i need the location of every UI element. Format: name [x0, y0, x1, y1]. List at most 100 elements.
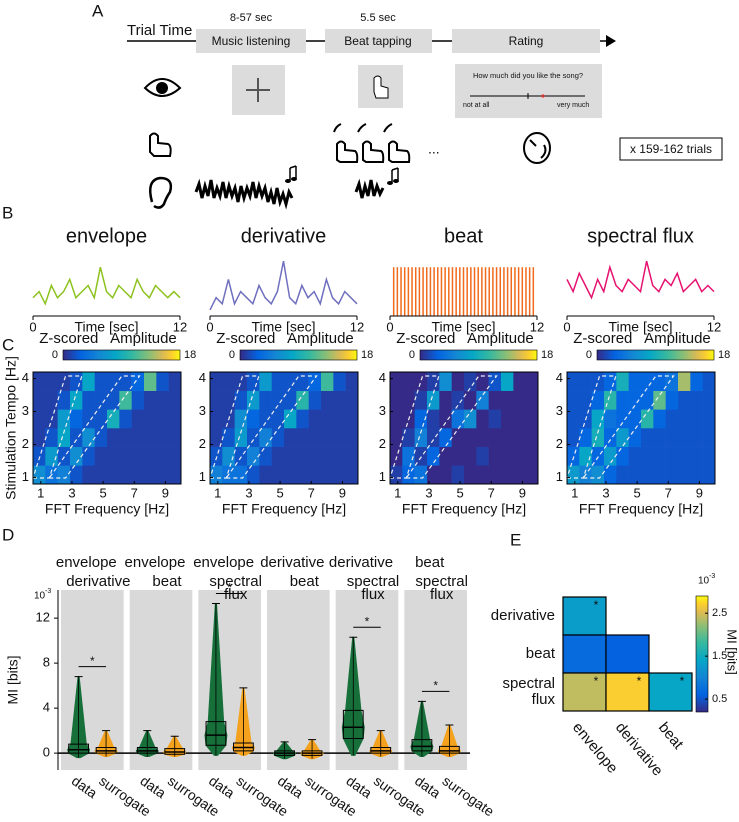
heat-cell — [94, 465, 108, 485]
heat-cell — [702, 372, 716, 391]
colorbar-tick-label: 0 — [52, 349, 58, 361]
heat-cell — [308, 390, 322, 410]
y-tick-label: 1 — [199, 469, 206, 484]
heat-cell — [604, 409, 617, 429]
x-tick-label: 12 — [350, 319, 364, 334]
x-tick-label: 1 — [37, 485, 44, 500]
group-label: beat — [290, 573, 320, 590]
heat-cell — [222, 390, 235, 410]
heat-cell — [653, 372, 666, 391]
heat-cell — [222, 372, 235, 391]
heat-cell — [513, 409, 526, 429]
heat-cell — [488, 465, 502, 485]
heat-cell — [259, 372, 272, 391]
x-tick-label: data — [137, 772, 169, 801]
heat-cell — [345, 428, 359, 447]
heat-cell — [82, 428, 95, 447]
x-tick-label: 1 — [214, 485, 221, 500]
mouse-icon — [529, 139, 547, 159]
heat-cell — [476, 428, 489, 447]
heat-cell — [678, 465, 691, 485]
heat-cell — [94, 409, 108, 429]
heat-cell — [345, 409, 359, 429]
heat-cell — [247, 390, 260, 410]
heat-cell — [271, 465, 285, 485]
heat-cell — [308, 465, 322, 485]
heat-cell — [168, 372, 182, 391]
significance-marker: * — [227, 581, 232, 595]
heat-cell — [70, 428, 83, 447]
heat-cell — [591, 372, 605, 391]
y-tick-label: 1 — [556, 469, 563, 484]
y-axis-label: MI [bits] — [5, 655, 21, 704]
x-axis-label: FFT Frequency [Hz] — [402, 501, 526, 517]
heat-cell — [156, 390, 169, 410]
y-tick-label: 2 — [199, 436, 206, 451]
ear-icon — [149, 176, 173, 209]
heat-cell — [210, 390, 223, 410]
multiplier-base: 10 — [34, 591, 46, 602]
heat-cell — [678, 446, 691, 466]
colorbar-tick-label: 0.5 — [712, 693, 727, 705]
x-tick-label: 3 — [245, 485, 252, 500]
x-tick-label: 9 — [519, 485, 526, 500]
heat-cell — [284, 465, 297, 485]
heat-cell — [464, 446, 477, 466]
y-tick-label: 4 — [22, 370, 29, 385]
hand-icon — [373, 75, 389, 99]
heat-cell — [33, 428, 46, 447]
heat-cell — [501, 446, 514, 466]
heat-cell — [476, 446, 489, 466]
heat-cell — [119, 465, 132, 485]
heat-cell — [284, 409, 297, 429]
heat-cell — [33, 465, 46, 485]
x-tick-label: 9 — [339, 485, 346, 500]
heat-cell — [390, 465, 403, 485]
heat-cell — [321, 465, 334, 485]
heat-cell — [513, 446, 526, 466]
significance-marker: * — [433, 679, 438, 693]
multiplier-base: 10 — [698, 576, 710, 587]
heat-cell — [427, 409, 440, 429]
matrix-cell — [605, 672, 650, 712]
heat-cell — [168, 428, 182, 447]
heat-cell — [488, 390, 502, 410]
heat-cell — [690, 428, 703, 447]
heat-cell — [119, 390, 132, 410]
y-tick-label: 1 — [22, 469, 29, 484]
x-tick-label: surrogate — [440, 772, 498, 819]
heat-cell — [131, 390, 145, 410]
heat-cell — [390, 390, 403, 410]
heat-cell — [94, 390, 108, 410]
x-tick-label: 9 — [162, 485, 169, 500]
x-tick-label: 12 — [707, 319, 721, 334]
heat-cell — [284, 390, 297, 410]
icons: How much did you like the song? not at a… — [143, 64, 723, 210]
heat-cell — [628, 390, 642, 410]
guide-band — [389, 375, 440, 479]
music-note — [393, 179, 399, 183]
heat-cell — [119, 446, 132, 466]
heat-cell — [567, 409, 580, 429]
x-tick-label: 0 — [563, 319, 570, 334]
x-tick-label: 9 — [696, 485, 703, 500]
group-label: envelope — [125, 554, 186, 571]
rating-cursor — [541, 94, 545, 98]
heat-cell — [247, 428, 260, 447]
heat-cell — [628, 446, 642, 466]
heat-cell — [107, 446, 120, 466]
group-label: spectral flux — [209, 573, 262, 603]
trace — [209, 260, 358, 311]
heat-cell — [616, 446, 629, 466]
x-axis-label: FFT Frequency [Hz] — [45, 501, 169, 517]
heat-cell — [591, 390, 605, 410]
box — [205, 721, 227, 746]
heat-cell — [57, 372, 71, 391]
guide-band — [32, 375, 83, 479]
significance-marker: * — [594, 674, 599, 688]
heat-cell — [414, 465, 428, 485]
x-tick-label: 1 — [394, 485, 401, 500]
heat-cell — [345, 465, 359, 485]
group-band — [61, 590, 124, 770]
y-tick-label: 0 — [43, 745, 50, 760]
